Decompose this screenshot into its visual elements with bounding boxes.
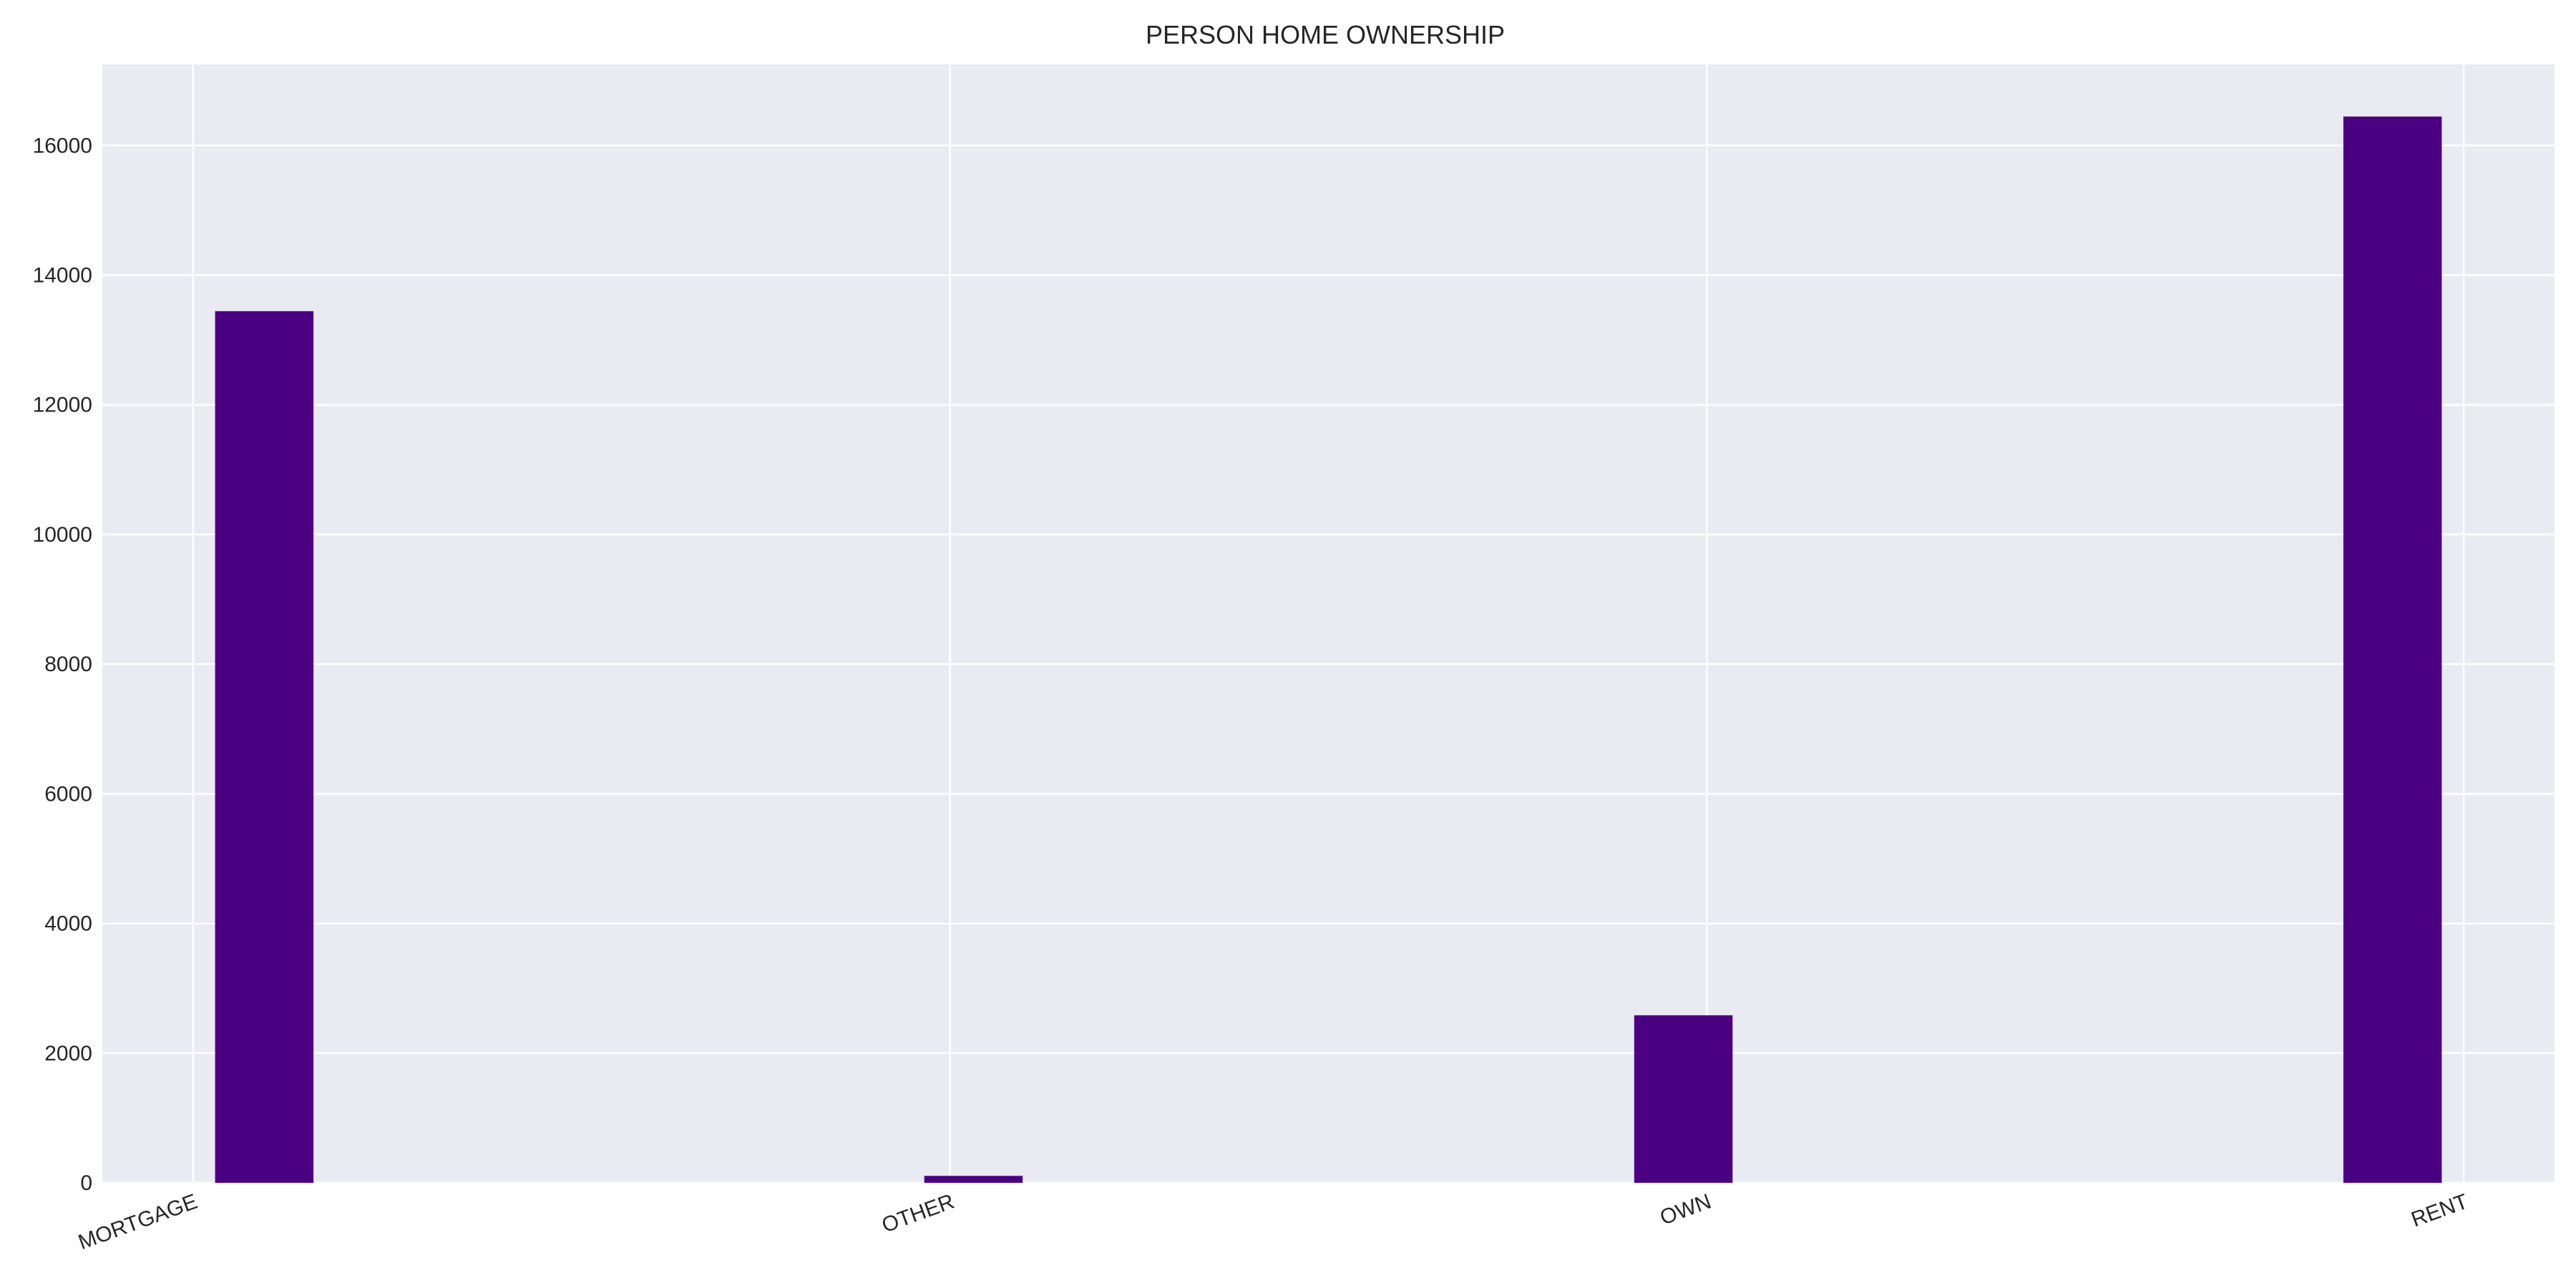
bar-other bbox=[924, 1176, 1023, 1183]
y-tick-label: 8000 bbox=[44, 653, 92, 676]
y-tick-label: 14000 bbox=[33, 263, 92, 287]
y-tick-label: 4000 bbox=[44, 912, 92, 936]
y-tick-label: 12000 bbox=[33, 394, 92, 417]
plot-area bbox=[102, 64, 2555, 1183]
y-tick-label: 16000 bbox=[33, 134, 92, 157]
x-tick-label: MORTGAGE bbox=[75, 1190, 200, 1255]
y-axis-tick-labels: 0 2000 4000 6000 8000 10000 12000 14000 16000 bbox=[33, 134, 92, 1195]
x-tick-label: RENT bbox=[2408, 1190, 2471, 1232]
y-tick-label: 2000 bbox=[44, 1042, 92, 1065]
x-tick-label: OWN bbox=[1657, 1190, 1714, 1230]
y-tick-label: 10000 bbox=[33, 523, 92, 547]
chart-title: PERSON HOME OWNERSHIP bbox=[1146, 20, 1505, 49]
bar-own bbox=[1634, 1015, 1733, 1183]
y-tick-label: 6000 bbox=[44, 782, 92, 806]
bar-mortgage bbox=[215, 311, 314, 1183]
bar-rent bbox=[2343, 116, 2442, 1184]
grid-lines bbox=[102, 64, 2555, 1184]
y-tick-label: 0 bbox=[80, 1171, 92, 1195]
x-axis-tick-labels: MORTGAGE OTHER OWN RENT bbox=[75, 1190, 2471, 1255]
x-tick-label: OTHER bbox=[879, 1190, 957, 1238]
bars bbox=[215, 116, 2442, 1184]
